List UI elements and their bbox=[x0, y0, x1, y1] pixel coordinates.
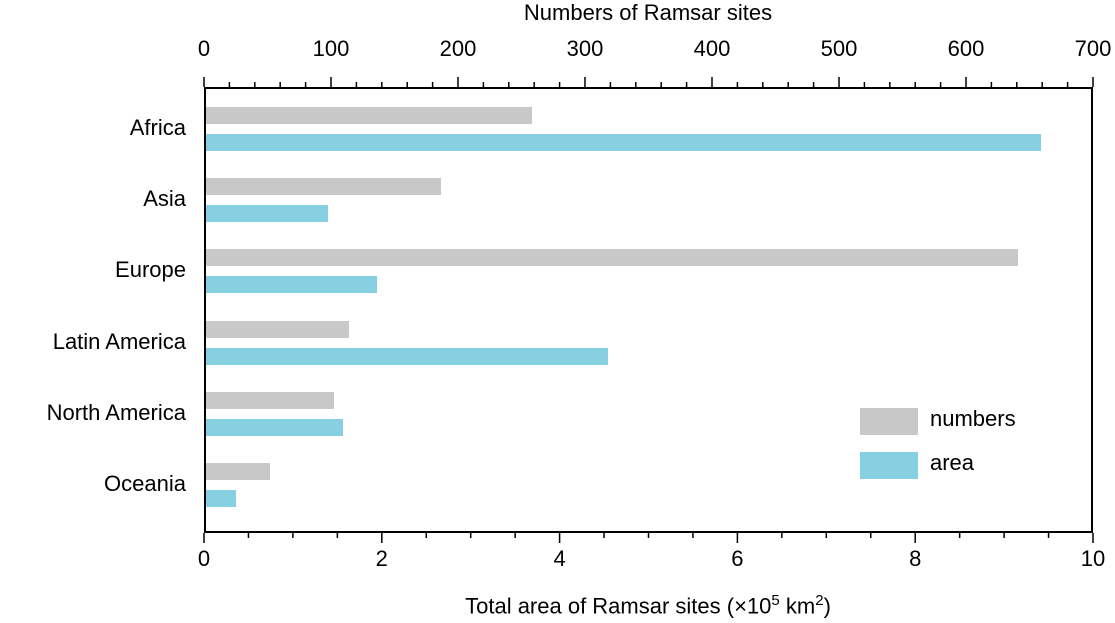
top-tick-label: 400 bbox=[693, 36, 731, 61]
bottom-tick-label: 10 bbox=[1080, 546, 1106, 571]
top-tick-label: 200 bbox=[439, 36, 477, 61]
bar-numbers bbox=[206, 178, 442, 196]
top-tick-label: 100 bbox=[312, 36, 350, 61]
bar-numbers bbox=[206, 107, 532, 124]
top-tick-label: 0 bbox=[197, 36, 211, 61]
plot-area bbox=[204, 87, 1093, 533]
category-label: Oceania bbox=[104, 471, 186, 496]
bar-area bbox=[206, 418, 343, 436]
top-tick-label: 300 bbox=[566, 36, 604, 61]
bottom-tick-label: 0 bbox=[197, 546, 211, 571]
top-tick-label: 700 bbox=[1074, 36, 1112, 61]
bar-area bbox=[206, 490, 236, 507]
bottom-tick-label: 8 bbox=[909, 546, 922, 571]
top-axis-title: Numbers of Ramsar sites bbox=[523, 0, 773, 25]
bottom-tick-label: 6 bbox=[731, 546, 744, 571]
bottom-tick-label: 4 bbox=[553, 546, 566, 571]
legend-swatch-area bbox=[860, 452, 918, 479]
category-label: Latin America bbox=[52, 328, 186, 354]
category-label: Asia bbox=[143, 186, 186, 212]
legend-swatch-numbers bbox=[860, 408, 918, 435]
legend-label-numbers: numbers bbox=[930, 406, 1016, 431]
bar-numbers bbox=[206, 391, 334, 409]
category-label: North America bbox=[46, 399, 186, 425]
bottom-tick-label: 2 bbox=[375, 546, 388, 571]
unit-km: km bbox=[779, 593, 816, 619]
bar-numbers bbox=[206, 463, 271, 480]
legend-label-area: area bbox=[930, 450, 975, 475]
bar-area bbox=[206, 205, 328, 223]
top-tick-label: 500 bbox=[820, 36, 858, 61]
exponent-5: 5 bbox=[771, 592, 780, 609]
top-tick-label: 600 bbox=[947, 36, 985, 61]
bar-area bbox=[206, 276, 378, 294]
bar-area bbox=[206, 134, 1041, 151]
bottom-axis-title: Total area of Ramsar sites (×105 km2) bbox=[465, 592, 831, 619]
category-label: Europe bbox=[115, 257, 186, 283]
category-label: Africa bbox=[129, 115, 186, 140]
bar-numbers bbox=[206, 249, 1019, 267]
bar-numbers bbox=[206, 320, 349, 338]
bottom-axis-title-main: Total area of Ramsar sites (×10 bbox=[465, 593, 772, 619]
exponent-2: 2 bbox=[815, 592, 824, 609]
bar-area bbox=[206, 347, 609, 365]
close-paren: ) bbox=[823, 593, 831, 619]
